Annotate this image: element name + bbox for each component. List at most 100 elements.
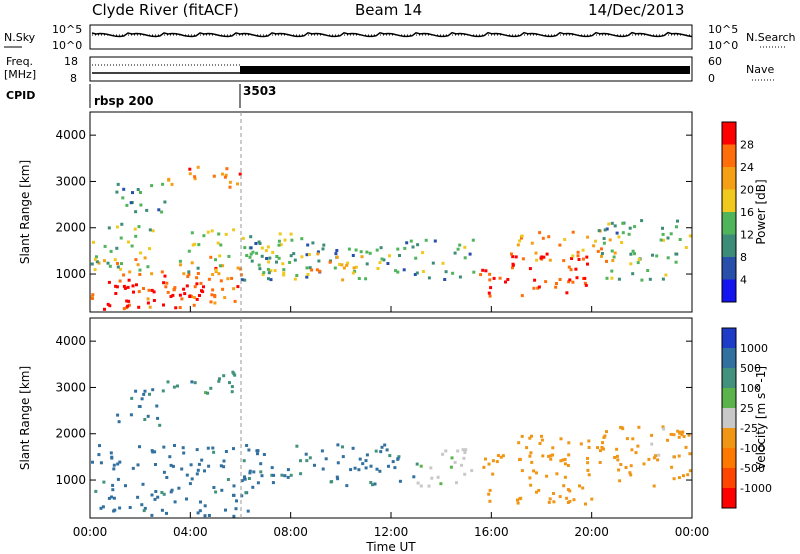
noise-left-label: N.Sky — [4, 31, 36, 44]
heatmap-cell — [172, 385, 176, 389]
heatmap-cell — [657, 453, 661, 457]
heatmap-cell — [259, 470, 263, 474]
heatmap-cell — [677, 435, 681, 439]
heatmap-cell — [605, 276, 609, 280]
colorbar-tick-label: 4 — [740, 274, 747, 287]
heatmap-cell — [219, 279, 223, 283]
heatmap-cell — [611, 259, 615, 262]
heatmap-cell — [629, 252, 633, 256]
heatmap-cell — [170, 488, 174, 492]
heatmap-cell — [136, 495, 140, 499]
heatmap-cell — [143, 418, 147, 421]
heatmap-cell — [612, 255, 616, 259]
heatmap-cell — [544, 280, 548, 284]
heatmap-cell — [271, 481, 275, 485]
heatmap-cell — [464, 448, 468, 452]
heatmap-cell — [519, 496, 523, 500]
heatmap-cell — [621, 231, 625, 235]
heatmap-cell — [282, 273, 286, 277]
heatmap-cell — [338, 262, 342, 266]
heatmap-cell — [151, 388, 155, 392]
heatmap-cell — [138, 445, 141, 449]
cpid-label: CPID — [6, 89, 35, 102]
heatmap-cell — [265, 257, 269, 260]
x-tick-label: 08:00 — [273, 525, 308, 539]
heatmap-cell — [186, 275, 190, 278]
heatmap-cell — [196, 165, 200, 169]
heatmap-cell — [456, 247, 460, 251]
heatmap-cell — [198, 509, 202, 513]
heatmap-cell — [455, 481, 458, 485]
heatmap-cell — [558, 278, 562, 281]
power-cbar-label: Power [dB] — [754, 179, 768, 244]
heatmap-cell — [538, 442, 542, 445]
heatmap-cell — [248, 471, 252, 475]
x-tick-label: 00:00 — [73, 525, 108, 539]
freq-right-tick-low: 0 — [708, 72, 715, 85]
heatmap-cell — [138, 268, 142, 272]
heatmap-cell — [552, 492, 555, 495]
heatmap-cell — [200, 458, 204, 462]
heatmap-cell — [217, 232, 221, 236]
colorbar-tick-label: -500 — [740, 462, 765, 475]
heatmap-cell — [462, 456, 466, 460]
heatmap-cell — [251, 250, 255, 254]
colorbar-swatch — [722, 234, 736, 257]
heatmap-cell — [111, 488, 115, 492]
heatmap-cell — [152, 290, 156, 294]
heatmap-cell — [479, 273, 483, 277]
heatmap-cell — [615, 231, 619, 235]
heatmap-cell — [243, 477, 247, 481]
heatmap-cell — [197, 462, 201, 466]
heatmap-cell — [567, 280, 571, 284]
heatmap-cell — [232, 287, 236, 291]
heatmap-cell — [256, 452, 259, 456]
velocity-heatmap — [91, 370, 692, 518]
heatmap-cell — [662, 427, 666, 431]
heatmap-cell — [305, 266, 309, 270]
heatmap-cell — [170, 182, 174, 186]
heatmap-cell — [137, 225, 141, 229]
heatmap-cell — [143, 256, 147, 260]
power-x-ticks — [89, 306, 693, 312]
power-panel-frame — [89, 111, 693, 313]
heatmap-cell — [211, 273, 215, 276]
heatmap-cell — [535, 471, 538, 475]
heatmap-cell — [382, 258, 386, 262]
heatmap-cell — [128, 506, 132, 509]
y-tick-label: 2000 — [55, 221, 86, 235]
heatmap-cell — [676, 429, 680, 433]
heatmap-cell — [185, 473, 189, 477]
heatmap-cell — [97, 453, 101, 457]
heatmap-cell — [380, 445, 384, 449]
heatmap-cell — [162, 303, 165, 307]
heatmap-cell — [453, 460, 457, 464]
heatmap-cell — [93, 268, 97, 272]
y-tick-label: 4000 — [55, 128, 86, 142]
heatmap-cell — [383, 443, 387, 447]
heatmap-cell — [164, 285, 168, 289]
heatmap-cell — [188, 295, 192, 298]
heatmap-cell — [110, 495, 113, 499]
heatmap-cell — [282, 268, 286, 272]
heatmap-cell — [616, 458, 620, 462]
heatmap-cell — [341, 455, 345, 459]
heatmap-cell — [311, 241, 315, 245]
heatmap-cell — [142, 287, 145, 290]
heatmap-cell — [669, 232, 673, 236]
heatmap-cell — [158, 423, 162, 427]
heatmap-cell — [652, 484, 656, 488]
heatmap-cell — [374, 449, 378, 453]
heatmap-cell — [647, 457, 651, 461]
heatmap-cell — [190, 231, 194, 235]
heatmap-cell — [416, 243, 420, 247]
heatmap-cell — [520, 234, 524, 238]
heatmap-cell — [188, 167, 192, 171]
heatmap-cell — [281, 262, 285, 266]
heatmap-cell — [413, 273, 417, 276]
heatmap-cell — [161, 389, 165, 393]
heatmap-cell — [249, 252, 253, 256]
heatmap-cell — [558, 495, 562, 499]
heatmap-cell — [275, 260, 278, 264]
